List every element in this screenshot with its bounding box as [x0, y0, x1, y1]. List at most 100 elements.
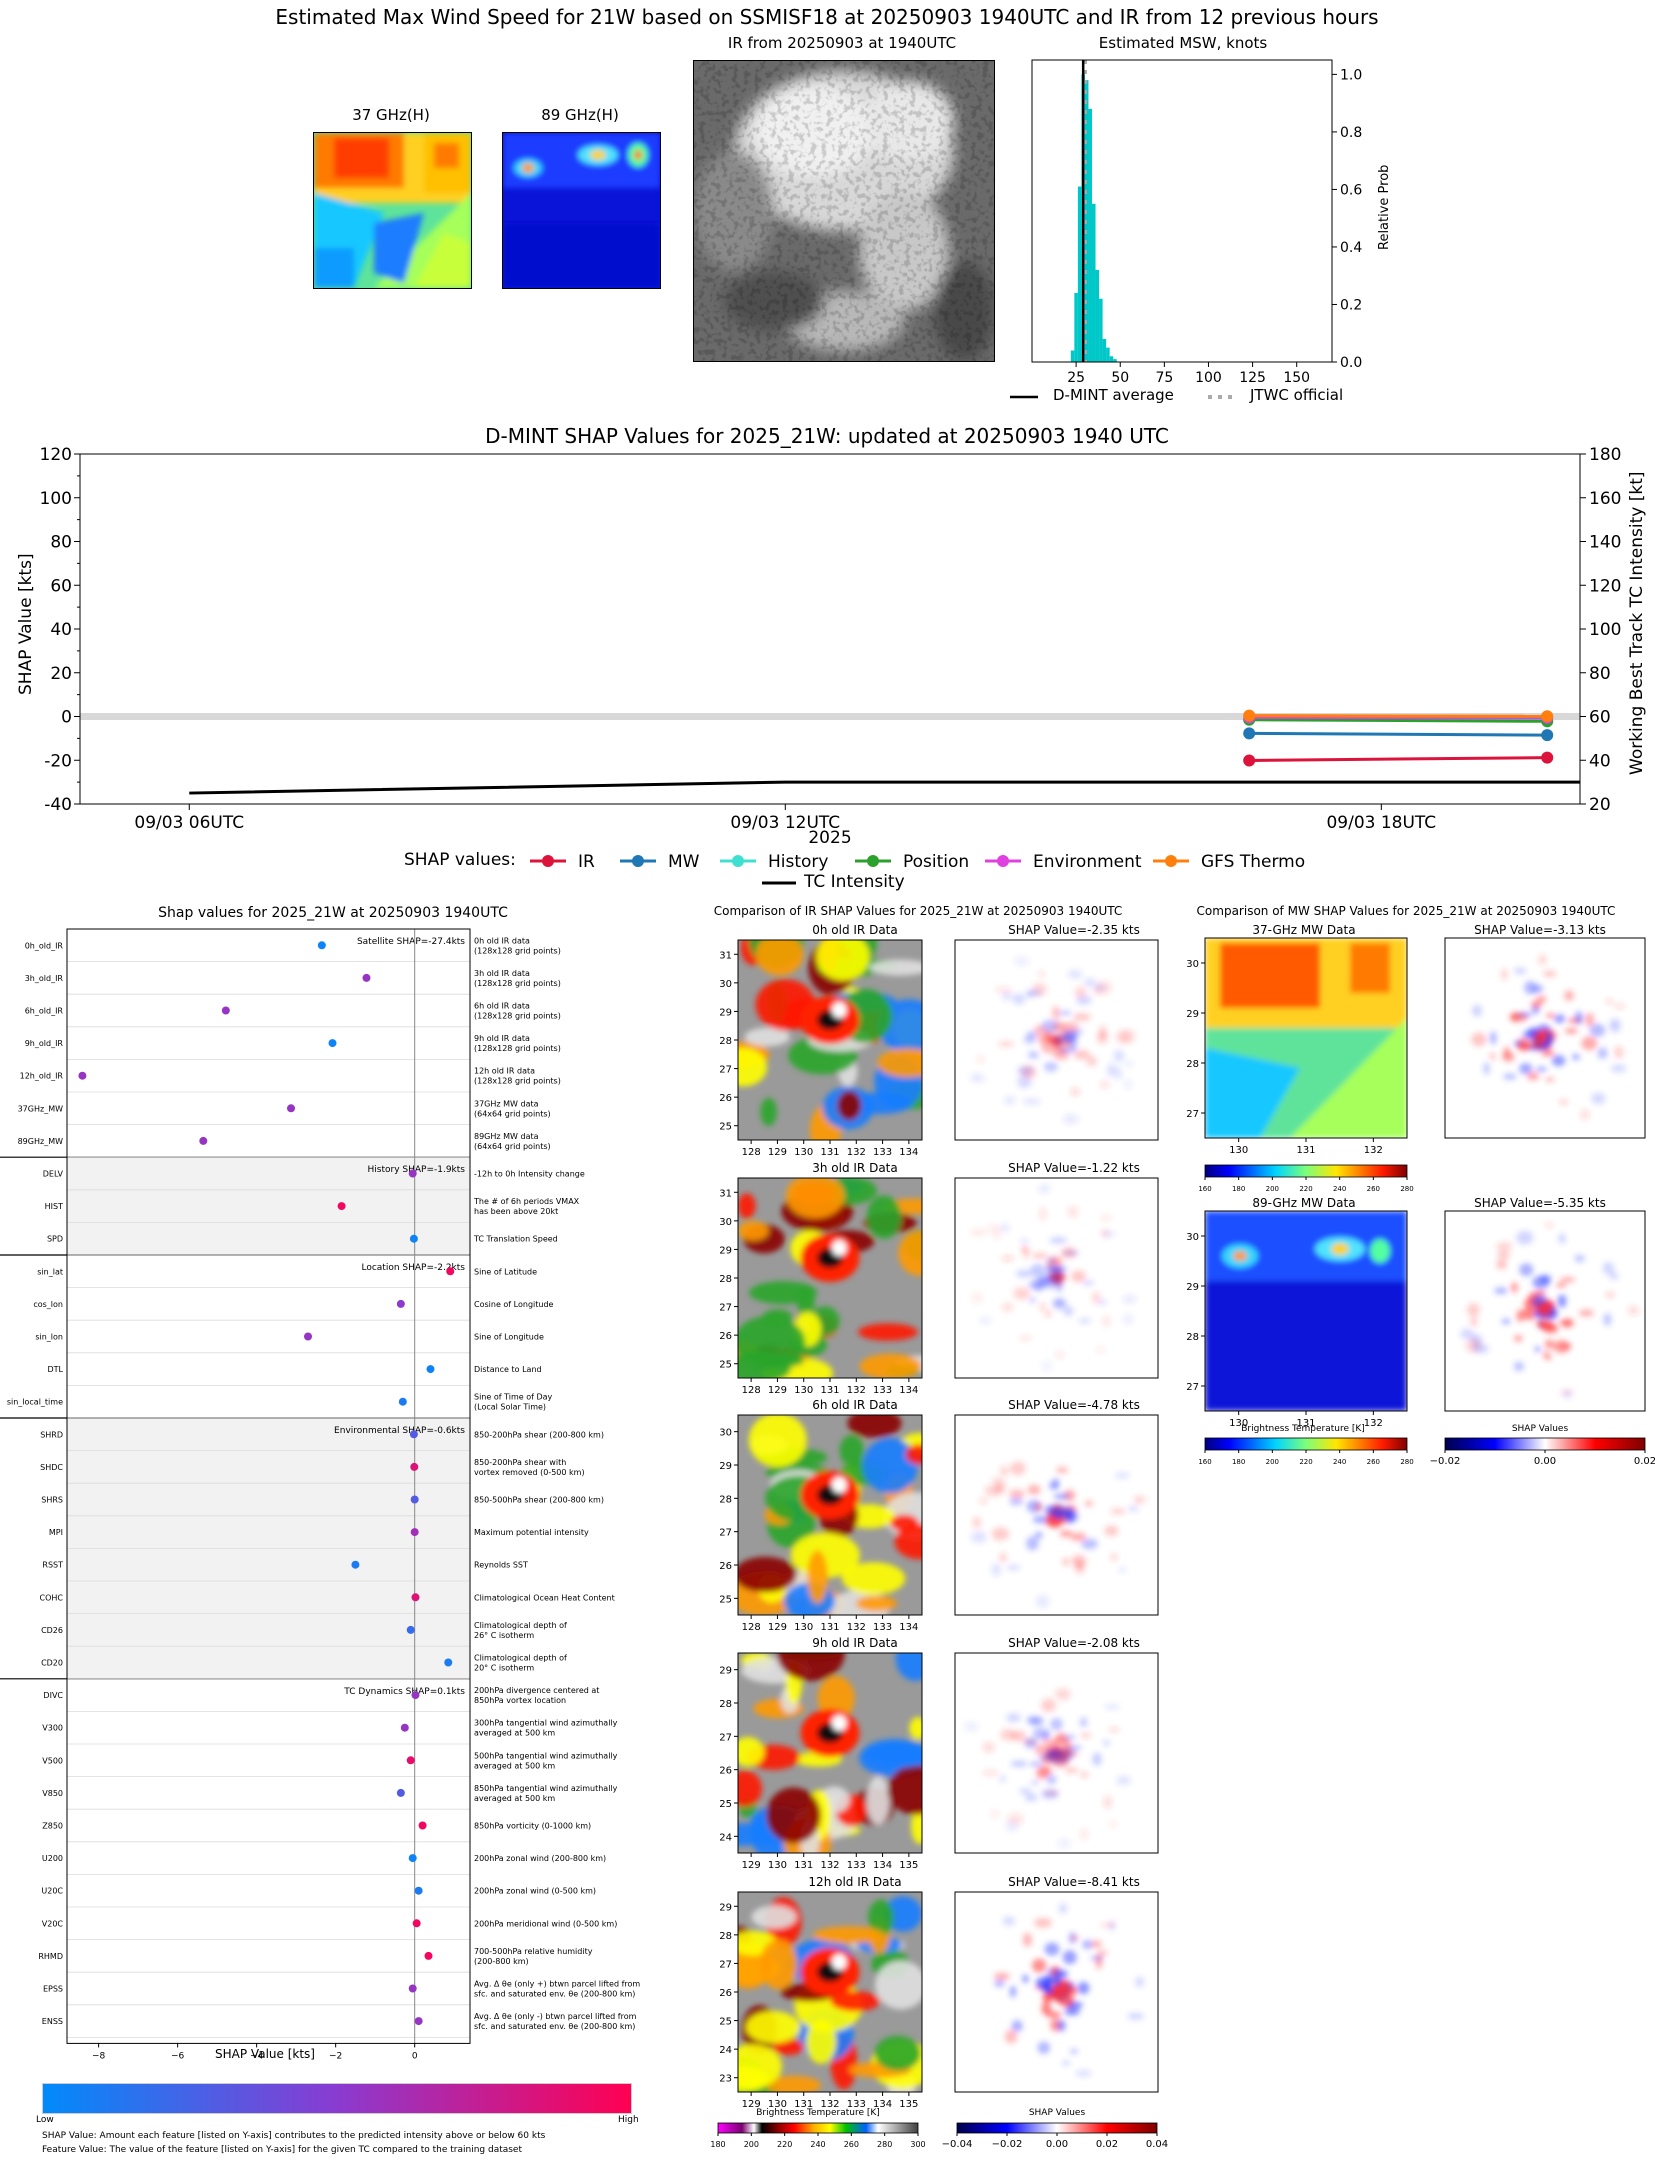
shap-blob: [1501, 969, 1508, 980]
ytick-label: 28: [1186, 1059, 1199, 1070]
hist-ytick-label: 1.0: [1340, 67, 1362, 83]
shap-blob: [1092, 1292, 1100, 1304]
shap-blob: [1556, 1283, 1567, 1288]
mw-hot-core: [1233, 1251, 1247, 1261]
shap-blob: [1053, 1975, 1061, 1986]
ts-ytick-label: 100: [40, 489, 72, 509]
shap-blob: [1052, 1987, 1067, 1995]
shap-blob: [1585, 1013, 1594, 1027]
shap-blob: [1040, 1207, 1046, 1221]
ir-blob: [858, 1323, 918, 1340]
shap-blob: [1536, 1067, 1547, 1072]
feature-desc: (64x64 grid points): [474, 1142, 551, 1151]
shap-blob: [1099, 1299, 1107, 1305]
shap-blob: [1120, 1029, 1136, 1043]
ir-cold-top: [832, 1002, 847, 1018]
feature-desc: sfc. and saturated env. θe (200-800 km): [474, 2022, 635, 2031]
shap-blob: [1079, 1318, 1091, 1323]
mw-bt-colorbar-top: [1205, 1165, 1407, 1177]
shap-blob: [972, 1293, 982, 1303]
shap-blob: [1009, 1490, 1025, 1499]
xtick-label: 133: [873, 1147, 892, 1158]
ytick-label: 25: [719, 1799, 732, 1810]
ir-blob: [738, 1221, 769, 1240]
hist-ylabel: Relative Prob: [1377, 165, 1392, 250]
shap-blob: [1023, 1099, 1040, 1105]
shap-blob: [1017, 1066, 1034, 1075]
mw-bt-colorbar-top-tick-label: 180: [1232, 1185, 1245, 1193]
shap-blob: [1092, 1753, 1102, 1766]
ytick-label: 27: [719, 1528, 732, 1539]
ir-layer: [704, 1626, 945, 1867]
ir-layer: [719, 1173, 944, 1389]
series-point-mw: [1243, 727, 1255, 739]
hist-bar: [1096, 270, 1100, 362]
shap-blob: [992, 1527, 1009, 1540]
hist-bar: [1092, 204, 1096, 362]
shap-blob: [1096, 1347, 1106, 1353]
shap-blob: [1055, 1688, 1070, 1700]
shap-blob: [1110, 1508, 1125, 1514]
ytick-label: 30: [719, 979, 732, 990]
feature-name: RSST: [42, 1561, 63, 1570]
feature-name: RHMD: [38, 1952, 63, 1961]
shap-blob: [1026, 1537, 1038, 1551]
shap-blob: [1615, 1004, 1625, 1009]
shap-blob: [1603, 1313, 1611, 1326]
hist-xtick-label: 125: [1239, 370, 1266, 386]
shap-blob: [1006, 1713, 1020, 1722]
mw-layer: [1205, 938, 1407, 1138]
mw-bt-colorbar-tick-label: 280: [1400, 1458, 1413, 1466]
ir-blob: [905, 1444, 931, 1464]
mw-bt-colorbar-tick-label: 180: [1232, 1458, 1245, 1466]
shap-blob: [1042, 1733, 1049, 1739]
shap-blob: [1538, 954, 1546, 965]
group-band: [67, 1255, 470, 1418]
shap-blob: [1063, 1306, 1073, 1316]
shap-blob: [1034, 1918, 1052, 1928]
shap-blob: [1032, 1959, 1046, 1973]
ir-panel-label: 6h old IR Data: [812, 1398, 898, 1412]
shap-blob: [1103, 1316, 1110, 1327]
ytick-label: 28: [719, 1494, 732, 1505]
shap-point-sin-local-time: [399, 1398, 407, 1406]
feature-desc: 850hPa tangential wind azimuthally: [474, 1784, 618, 1793]
shap-blob: [1020, 1246, 1028, 1252]
feature-desc: 20° C isotherm: [474, 1664, 534, 1673]
ts-ytick-right-label: 40: [1589, 751, 1611, 771]
shap-blob: [1044, 1768, 1052, 1774]
shap-point-37ghz-mw: [287, 1104, 295, 1112]
shap-blob: [1496, 1259, 1507, 1269]
ts-legend-tc: TC Intensity: [804, 872, 905, 892]
tc-intensity-line: [189, 782, 1580, 793]
ytick-label: 25: [719, 1122, 732, 1133]
shap-blob: [1527, 1072, 1539, 1080]
ytick-label: 29: [1186, 1282, 1199, 1293]
shap-blob: [964, 1722, 978, 1731]
shap-blob: [1058, 1839, 1071, 1848]
feature-name: V20C: [42, 1919, 64, 1928]
ir-blob: [777, 1626, 845, 1681]
hist-bar: [1078, 187, 1082, 362]
shap-point-12h-old-ir: [78, 1072, 86, 1080]
mw-shap-colorbar: [1445, 1438, 1645, 1450]
ts-ytick-label: -20: [44, 751, 72, 771]
feature-name: DELV: [43, 1170, 64, 1179]
shap-blob: [1471, 1033, 1486, 1047]
ts-xtick-label: 09/03 06UTC: [134, 813, 244, 833]
hist-bar: [1110, 356, 1114, 362]
ir-panel-label: 3h old IR Data: [812, 1161, 898, 1175]
shap-blob: [1028, 1051, 1039, 1059]
shap-blob: [1063, 1735, 1076, 1740]
shap-blob: [1000, 1729, 1015, 1741]
feature-desc: 6h old IR data: [474, 1002, 530, 1011]
shap-blob: [1062, 1558, 1069, 1565]
ir-blob: [727, 1770, 762, 1807]
ir-blob: [856, 1596, 897, 1612]
shap-blob: [994, 1973, 1010, 1981]
shap-blob: [1494, 1287, 1507, 1294]
shap-blob: [1085, 1500, 1093, 1506]
hist-title: Estimated MSW, knots: [1099, 34, 1267, 52]
shap-point-shdc: [410, 1463, 418, 1471]
shap-blob: [1123, 1295, 1136, 1303]
